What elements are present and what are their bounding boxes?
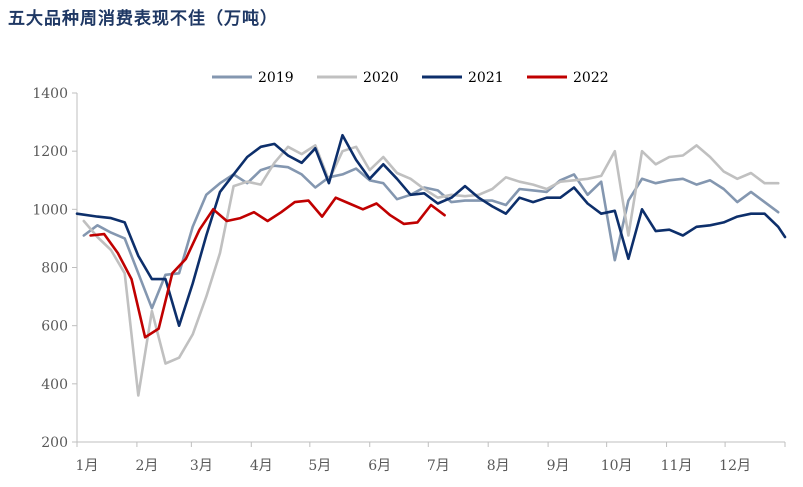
- legend-label-2022: 2022: [573, 70, 609, 86]
- y-tick-label: 600: [41, 319, 68, 335]
- x-tick-label: 2月: [135, 458, 158, 474]
- x-tick-label: 10月: [601, 458, 633, 474]
- series-line-2022: [89, 196, 446, 339]
- x-tick-label: 11月: [661, 458, 693, 474]
- legend: 2019 2020 2021 2022: [212, 70, 609, 86]
- series-line-2019: [82, 164, 780, 310]
- axes: 200 400 600 800 1000 1200 1400 1月 2月 3月 4月 5月 6月 7月 8月…: [32, 86, 786, 474]
- x-tick-label: 12月: [719, 458, 751, 474]
- series-layer: [75, 133, 787, 397]
- legend-label-2020: 2020: [363, 70, 399, 86]
- x-tick-label: 5月: [308, 458, 331, 474]
- x-tick-label: 8月: [487, 458, 510, 474]
- y-tick-label: 200: [41, 435, 68, 451]
- x-tick-label: 6月: [368, 458, 391, 474]
- legend-label-2019: 2019: [258, 70, 294, 86]
- x-tick-label: 9月: [547, 458, 570, 474]
- chart-title: 五大品种周消费表现不佳（万吨）: [8, 9, 278, 29]
- series-line-2021: [75, 133, 787, 327]
- series-line-2020: [82, 144, 780, 397]
- y-tick-label: 1400: [32, 86, 68, 102]
- y-tick-label: 1000: [32, 202, 68, 218]
- x-tick-label: 7月: [427, 458, 450, 474]
- y-tick-label: 400: [41, 377, 68, 393]
- y-tick-label: 1200: [32, 144, 68, 160]
- legend-label-2021: 2021: [468, 70, 504, 86]
- x-tick-label: 3月: [190, 458, 213, 474]
- x-tick-label: 1月: [76, 458, 99, 474]
- x-tick-label: 4月: [250, 458, 273, 474]
- y-tick-label: 800: [41, 261, 68, 277]
